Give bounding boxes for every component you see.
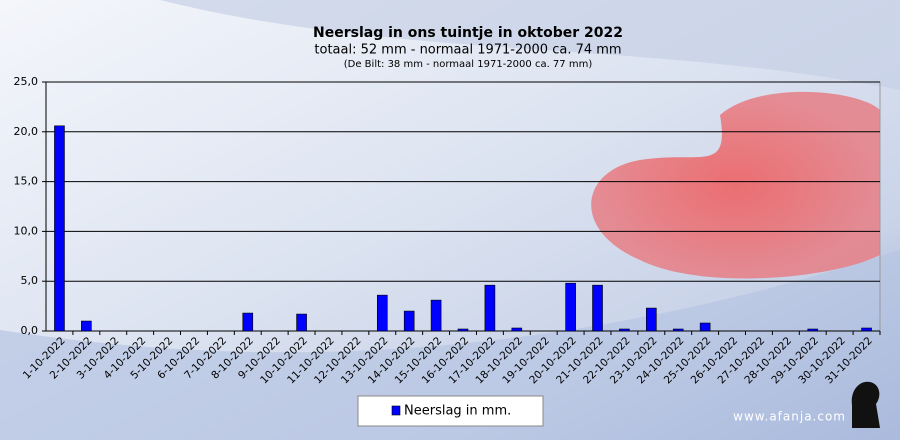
y-tick-label: 15,0 — [14, 175, 39, 188]
bar — [403, 310, 415, 332]
chart-subtitle: totaal: 52 mm - normaal 1971-2000 ca. 74… — [314, 43, 621, 58]
bar — [81, 320, 92, 332]
chart-note: (De Bilt: 38 mm - normaal 1971-2000 ca. … — [344, 59, 593, 70]
bar — [592, 284, 603, 332]
y-tick-label: 10,0 — [14, 224, 39, 237]
bar — [484, 284, 496, 332]
bar — [565, 282, 576, 332]
bar — [296, 313, 307, 332]
bar — [511, 327, 523, 332]
y-tick-label: 5,0 — [21, 274, 39, 287]
background-wave — [160, 0, 900, 90]
background-wave — [0, 250, 900, 440]
bar — [242, 312, 254, 332]
y-tick-label: 0,0 — [21, 324, 39, 337]
legend-label: Neerslag in mm. — [404, 404, 511, 419]
bar — [54, 125, 65, 332]
bar — [430, 299, 442, 332]
watermark: www.afanja.com — [733, 410, 846, 424]
bar — [457, 328, 469, 332]
bar — [861, 327, 872, 332]
chart-title: Neerslag in ons tuintje in oktober 2022 — [313, 25, 623, 41]
watermark-logo — [851, 381, 880, 428]
bar — [672, 328, 684, 332]
legend — [357, 395, 544, 427]
y-tick-label: 20,0 — [14, 125, 39, 138]
y-tick-label: 25,0 — [14, 75, 39, 88]
legend-swatch — [391, 405, 401, 416]
bar — [646, 307, 657, 332]
bar — [619, 328, 630, 332]
bar — [699, 322, 711, 332]
bar — [376, 294, 388, 332]
bar — [807, 328, 819, 332]
